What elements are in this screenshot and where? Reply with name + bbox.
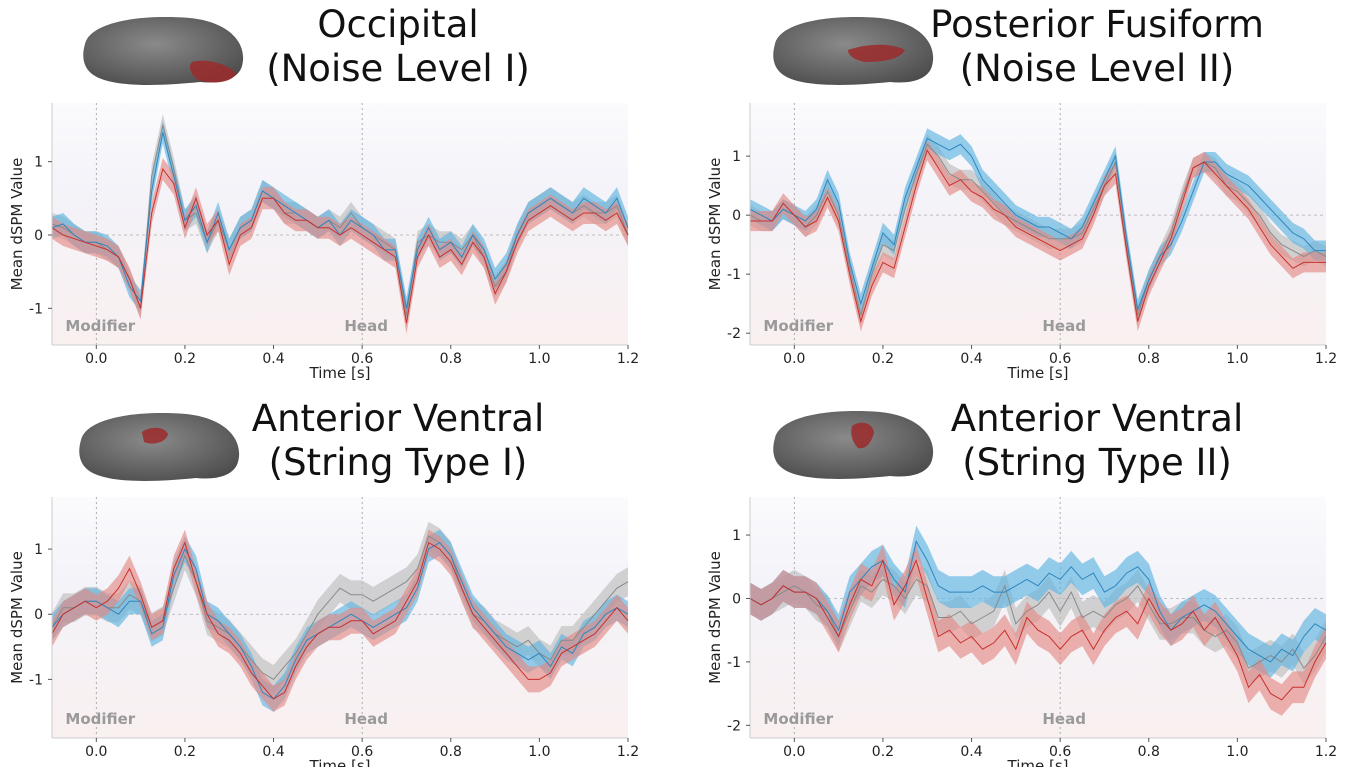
brain-icon (83, 17, 243, 85)
x-tick-label: 1.2 (617, 351, 639, 367)
x-tick-label: 0.8 (1138, 351, 1160, 367)
y-tick-label: 1 (732, 149, 741, 165)
x-tick-label: 1.0 (1226, 351, 1248, 367)
chart-subtitle: (String Type I) (269, 441, 528, 484)
x-tick-label: 0.0 (85, 351, 107, 367)
chart-subtitle: (String Type II) (962, 441, 1232, 484)
y-axis-label: Mean dSPM Value (706, 551, 724, 684)
x-tick-label: 1.2 (1315, 744, 1337, 760)
x-tick-label: 0.4 (960, 351, 982, 367)
y-axis-label: Mean dSPM Value (706, 158, 724, 291)
x-axis-label: Time [s] (309, 364, 371, 382)
x-tick-label: 0.8 (440, 744, 462, 760)
event-label: Modifier (65, 317, 135, 335)
brain-icon (773, 411, 933, 479)
brain-icon (773, 17, 933, 85)
y-tick-label: 1 (34, 542, 43, 558)
x-axis-label: Time [s] (1007, 364, 1069, 382)
x-tick-label: 0.4 (262, 351, 284, 367)
y-tick-label: 1 (732, 528, 741, 544)
event-label: Head (1042, 710, 1086, 728)
x-axis-label: Time [s] (309, 757, 371, 767)
chart-subtitle: (Noise Level II) (960, 47, 1235, 90)
event-label: Head (344, 317, 388, 335)
x-tick-label: 1.2 (1315, 351, 1337, 367)
y-tick-label: -1 (29, 672, 43, 688)
chart-title: Occipital (317, 3, 478, 46)
x-tick-label: 0.4 (262, 744, 284, 760)
figure: Occipital(Noise Level I) Modifier Head -1 0 1… (0, 0, 1351, 767)
x-tick-label: 0.2 (872, 744, 894, 760)
y-tick-label: 1 (34, 155, 43, 171)
x-tick-label: 1.0 (1226, 744, 1248, 760)
x-tick-label: 0.4 (960, 744, 982, 760)
chart-title: Posterior Fusiform (930, 3, 1264, 46)
y-tick-label: 0 (732, 208, 741, 224)
x-tick-label: 1.0 (528, 744, 550, 760)
event-label: Modifier (763, 710, 833, 728)
y-tick-label: 0 (34, 607, 43, 623)
y-axis-label: Mean dSPM Value (8, 551, 26, 684)
y-tick-label: -1 (29, 301, 43, 317)
x-tick-label: 0.2 (174, 744, 196, 760)
x-tick-label: 1.2 (617, 744, 639, 760)
x-tick-label: 0.8 (440, 351, 462, 367)
y-tick-label: -1 (727, 655, 741, 671)
y-tick-label: 0 (34, 228, 43, 244)
brain-icon (79, 413, 239, 481)
x-tick-label: 1.0 (528, 351, 550, 367)
y-tick-label: -2 (727, 326, 741, 342)
y-tick-label: -2 (727, 718, 741, 734)
x-tick-label: 0.8 (1138, 744, 1160, 760)
y-tick-label: -1 (727, 267, 741, 283)
y-axis-label: Mean dSPM Value (8, 158, 26, 291)
event-label: Head (344, 710, 388, 728)
chart-subtitle: (Noise Level I) (266, 47, 530, 90)
x-tick-label: 0.0 (783, 744, 805, 760)
event-label: Modifier (65, 710, 135, 728)
chart-title: Anterior Ventral (951, 397, 1243, 440)
x-tick-label: 0.0 (783, 351, 805, 367)
event-label: Head (1042, 317, 1086, 335)
chart-title: Anterior Ventral (252, 397, 544, 440)
event-label: Modifier (763, 317, 833, 335)
x-tick-label: 0.0 (85, 744, 107, 760)
x-tick-label: 0.2 (174, 351, 196, 367)
y-tick-label: 0 (732, 591, 741, 607)
x-tick-label: 0.2 (872, 351, 894, 367)
x-axis-label: Time [s] (1007, 757, 1069, 767)
